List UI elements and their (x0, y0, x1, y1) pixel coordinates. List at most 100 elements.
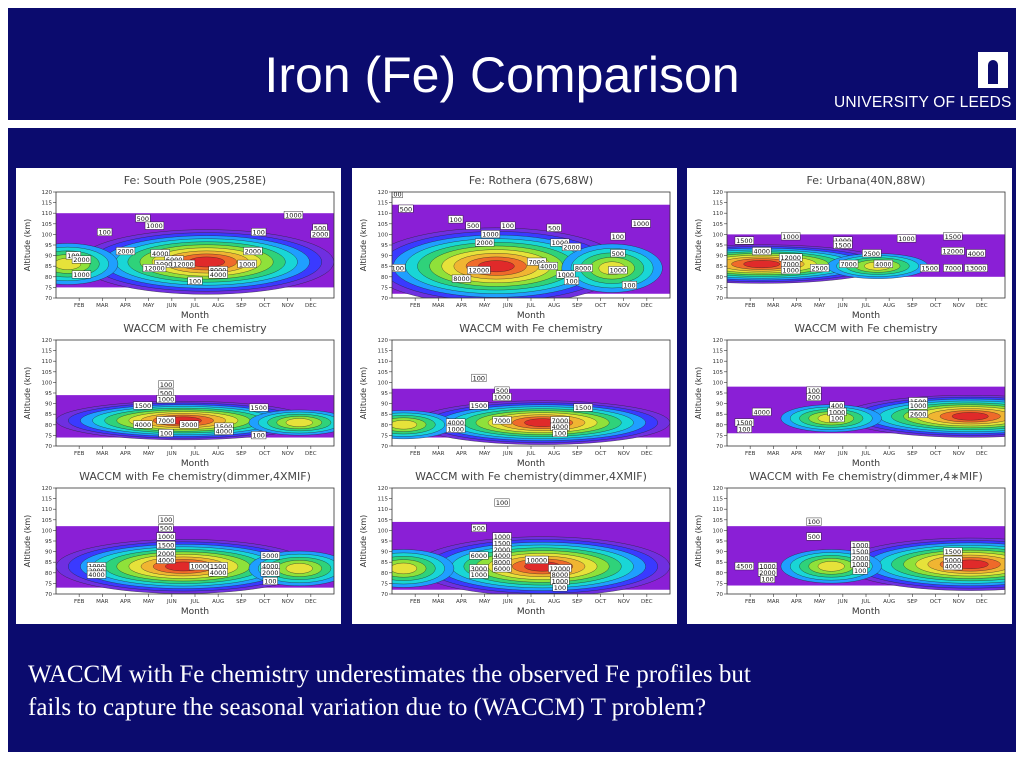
y-tick-label: 85 (45, 264, 52, 270)
svg-text:4000: 4000 (552, 423, 569, 431)
svg-text:4000: 4000 (152, 250, 169, 258)
contour-label: 1000 (144, 221, 165, 230)
y-tick-label: 120 (378, 486, 389, 492)
slide-body: Fe: South Pole (90S,258E)100500100020001… (8, 128, 1016, 752)
contour-label: 7000 (527, 257, 547, 266)
x-tick-label: APR (791, 599, 802, 605)
svg-text:1000: 1000 (73, 271, 90, 279)
contour-label: 1000 (71, 270, 92, 279)
x-tick-label: MAR (767, 303, 780, 309)
y-tick-label: 100 (713, 380, 724, 386)
contour-label: 100 (251, 431, 267, 440)
contour-label: 4000 (538, 261, 558, 271)
x-tick-label: JUN (502, 599, 513, 605)
x-tick-label: DEC (305, 303, 317, 309)
caption: WACCM with Fe chemistry underestimates t… (28, 658, 1018, 724)
contour-label: 5000 (260, 551, 280, 560)
contour-label: 1000 (156, 532, 176, 541)
svg-text:1000: 1000 (633, 220, 650, 228)
contour-label: 13000 (964, 264, 988, 273)
x-tick-label: MAY (479, 599, 491, 605)
contour-label: 1000 (550, 238, 570, 247)
y-tick-label: 75 (45, 433, 52, 439)
x-tick-label: FEB (74, 599, 85, 605)
svg-text:500: 500 (496, 387, 508, 395)
svg-text:1500: 1500 (736, 419, 753, 427)
y-tick-label: 85 (381, 412, 388, 418)
contour-label: 4000 (208, 270, 228, 279)
x-tick-label: OCT (259, 451, 271, 457)
contour-label: 1000 (631, 219, 651, 228)
svg-text:100: 100 (496, 499, 508, 507)
y-tick-label: 80 (45, 571, 52, 577)
svg-text:12000: 12000 (144, 265, 165, 273)
caption-line-1: WACCM with Fe chemistry underestimates t… (28, 661, 751, 688)
y-tick-label: 90 (45, 550, 52, 556)
y-tick-label: 100 (378, 380, 389, 386)
y-tick-label: 80 (381, 571, 388, 577)
rothera-waccm-chart: WACCM with Fe chemistry10050010001500400… (359, 322, 671, 469)
x-tick-label: OCT (595, 303, 607, 309)
y-tick-label: 115 (42, 497, 53, 503)
x-tick-label: DEC (641, 451, 653, 457)
x-tick-label: OCT (259, 303, 271, 309)
x-tick-label: JUN (166, 303, 177, 309)
contour-label: 4000 (752, 407, 772, 416)
x-tick-label: JUL (190, 451, 201, 457)
rothera-obs-chart: Fe: Rothera (67S,68W)1005001005001000200… (359, 174, 671, 321)
svg-text:100: 100 (392, 265, 404, 273)
contour-label: 1500 (156, 541, 176, 550)
chart-title: WACCM with Fe chemistry (459, 322, 603, 335)
urbana-dimmer-chart: WACCM with Fe chemistry(dimmer,4∗MIF) 450… (694, 470, 1006, 617)
contour-label: 3000 (179, 420, 199, 429)
contour-label: 4000 (133, 420, 153, 429)
urbana-obs-chart: Fe: Urbana(40N,88W)150040001000120007000… (694, 174, 1006, 321)
panel-column-south-pole: Fe: South Pole (90S,258E)100500100020001… (16, 168, 341, 624)
x-tick-label: AUG (548, 303, 560, 309)
svg-text:4000: 4000 (540, 263, 557, 271)
contour-field: 1005001000150020004000100020004000100001… (56, 488, 334, 594)
y-tick-label: 70 (381, 444, 388, 450)
svg-text:2000: 2000 (312, 231, 329, 239)
contour-label: 8000 (573, 264, 593, 273)
y-tick-label: 90 (45, 254, 52, 260)
caption-line-2: fails to capture the seasonal variation … (28, 694, 707, 721)
y-tick-label: 115 (713, 349, 724, 355)
x-tick-label: JUN (502, 303, 513, 309)
svg-text:1500: 1500 (494, 539, 511, 547)
contour-label: 100 (158, 429, 174, 438)
x-tick-label: APR (120, 599, 131, 605)
svg-text:7000: 7000 (945, 265, 962, 273)
y-tick-label: 80 (381, 275, 388, 281)
x-tick-label: NOV (618, 303, 630, 309)
contour-label: 4000 (214, 426, 234, 435)
contour-field: 1005001000150020004000800060003000100060… (392, 488, 670, 594)
x-axis-label: Month (517, 459, 545, 469)
contour-label: 4000 (966, 249, 986, 258)
x-tick-label: SEP (907, 599, 918, 605)
rothera-dimmer-chart: WACCM with Fe chemistry(dimmer,4XMIF) 100… (359, 470, 671, 617)
contour-label: 4500 (734, 562, 754, 571)
x-tick-label: MAR (432, 599, 445, 605)
x-tick-label: MAR (432, 303, 445, 309)
x-tick-label: JUL (861, 599, 872, 605)
y-tick-label: 115 (42, 349, 53, 355)
contour-label: 2000 (561, 242, 582, 251)
contour-label: 4000 (150, 249, 170, 258)
svg-text:1500: 1500 (471, 402, 488, 410)
svg-text:1000: 1000 (158, 396, 175, 404)
svg-text:2000: 2000 (852, 554, 869, 562)
contour-label: 7000 (839, 259, 859, 268)
x-tick-label: NOV (953, 451, 965, 457)
x-tick-label: MAY (143, 599, 155, 605)
y-tick-label: 120 (378, 190, 389, 196)
x-tick-label: JUL (526, 599, 537, 605)
chart-title: Fe: South Pole (90S,258E) (124, 174, 266, 187)
svg-text:1000: 1000 (471, 571, 488, 579)
svg-text:100: 100 (473, 374, 485, 382)
y-tick-label: 85 (45, 560, 52, 566)
svg-text:100: 100 (189, 277, 201, 285)
y-tick-label: 80 (45, 423, 52, 429)
y-tick-label: 110 (378, 211, 389, 217)
slide-title: Iron (Fe) Comparison (264, 47, 740, 103)
